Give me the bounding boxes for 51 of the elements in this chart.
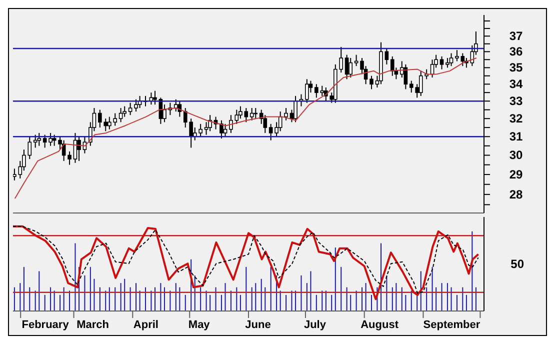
candlestick <box>153 90 157 106</box>
candlestick <box>128 102 132 116</box>
candlestick <box>229 114 233 134</box>
y-tick-label: 36 <box>509 44 523 59</box>
x-tick-label: June <box>245 319 271 331</box>
y-tick-label: 32 <box>509 112 523 126</box>
x-tick-label: May <box>188 319 211 331</box>
candlestick <box>344 54 349 80</box>
candlestick <box>348 58 353 78</box>
candlestick <box>220 120 224 139</box>
y-tick-label: 33 <box>509 94 523 108</box>
candlestick <box>234 109 239 124</box>
candlestick <box>268 123 273 141</box>
candlestick <box>48 132 52 146</box>
x-tick-label: August <box>360 319 399 331</box>
y-tick-label: 31 <box>509 130 523 144</box>
candlestick <box>244 108 248 123</box>
candlestick <box>77 136 81 162</box>
candlestick <box>254 108 258 120</box>
x-tick-label: February <box>22 319 70 331</box>
y-tick-label: 34 <box>509 77 523 92</box>
candlestick <box>384 48 389 65</box>
candlestick <box>223 123 228 138</box>
candlestick <box>455 50 459 62</box>
y-tick-label: 30 <box>509 148 523 162</box>
y-tick-label: 35 <box>509 60 523 75</box>
candlestick <box>42 134 47 148</box>
candlestick <box>174 98 178 112</box>
candlestick <box>370 75 374 90</box>
candlestick <box>460 52 465 67</box>
x-tick-label: April <box>133 319 158 331</box>
candlestick <box>208 114 212 132</box>
candlestick <box>284 108 288 121</box>
y-tick-label: 29 <box>509 168 523 182</box>
candlestick <box>294 95 298 123</box>
candlestick <box>68 150 72 166</box>
candlestick <box>449 52 454 67</box>
x-tick-label: July <box>304 319 327 331</box>
candlestick <box>134 98 138 112</box>
candlestick <box>118 108 123 123</box>
candlestick <box>52 134 56 146</box>
candlestick <box>440 56 444 70</box>
candlestick <box>37 132 42 146</box>
candlestick <box>33 134 38 148</box>
y-tick-label: 28 <box>509 187 523 202</box>
x-tick-label: September <box>423 319 481 331</box>
y-tick-label: 37 <box>509 29 523 44</box>
candlestick <box>305 78 309 104</box>
candlestick <box>390 56 394 76</box>
text: 50 <box>510 257 524 272</box>
x-tick-label: March <box>76 319 110 331</box>
